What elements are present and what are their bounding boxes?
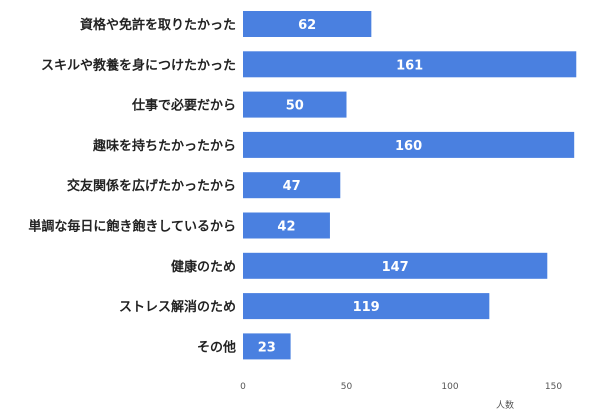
bar-4 [243,172,341,199]
category-label-7: ストレス解消のため [119,299,236,315]
category-label-4: 交友関係を広げたかったから [67,178,236,194]
value-label-1: 161 [396,58,423,73]
x-tick-label-2: 100 [441,382,458,392]
value-label-2: 50 [286,99,304,114]
bar-0 [243,11,372,37]
x-tick-label-0: 0 [240,382,246,392]
bar-5 [243,212,330,239]
category-label-6: 健康のため [171,259,236,275]
value-label-3: 160 [395,139,422,154]
bar-3 [243,131,575,158]
value-labels: 62 161 50 160 47 42 147 119 23 [258,18,423,355]
category-label-1: スキルや教養を身につけたかった [41,57,236,73]
bar-6 [243,252,548,279]
category-label-8: その他 [197,339,236,355]
value-label-5: 42 [277,220,295,235]
bars-group [243,11,577,360]
category-label-0: 資格や免許を取りたかった [80,17,236,33]
value-label-7: 119 [353,300,380,315]
value-label-8: 23 [258,340,276,355]
value-label-4: 47 [283,179,301,194]
category-label-3: 趣味を持ちたかったから [92,138,236,154]
bar-1 [243,51,577,78]
bar-8 [243,333,291,360]
x-tick-labels: 0 50 100 150 [240,382,562,392]
x-tick-label-3: 150 [545,382,562,392]
x-axis-title: 人数 [496,399,514,411]
category-labels: 資格や免許を取りたかったスキルや教養を身につけたかった仕事で必要だから趣味を持ち… [28,17,236,355]
bar-7 [243,293,490,320]
value-label-6: 147 [382,260,409,275]
category-label-2: 仕事で必要だから [131,98,236,114]
x-tick-label-1: 50 [341,382,353,392]
category-label-5: 単調な毎日に飽き飽きしているから [28,219,236,235]
bar-2 [243,91,347,118]
value-label-0: 62 [298,18,316,33]
